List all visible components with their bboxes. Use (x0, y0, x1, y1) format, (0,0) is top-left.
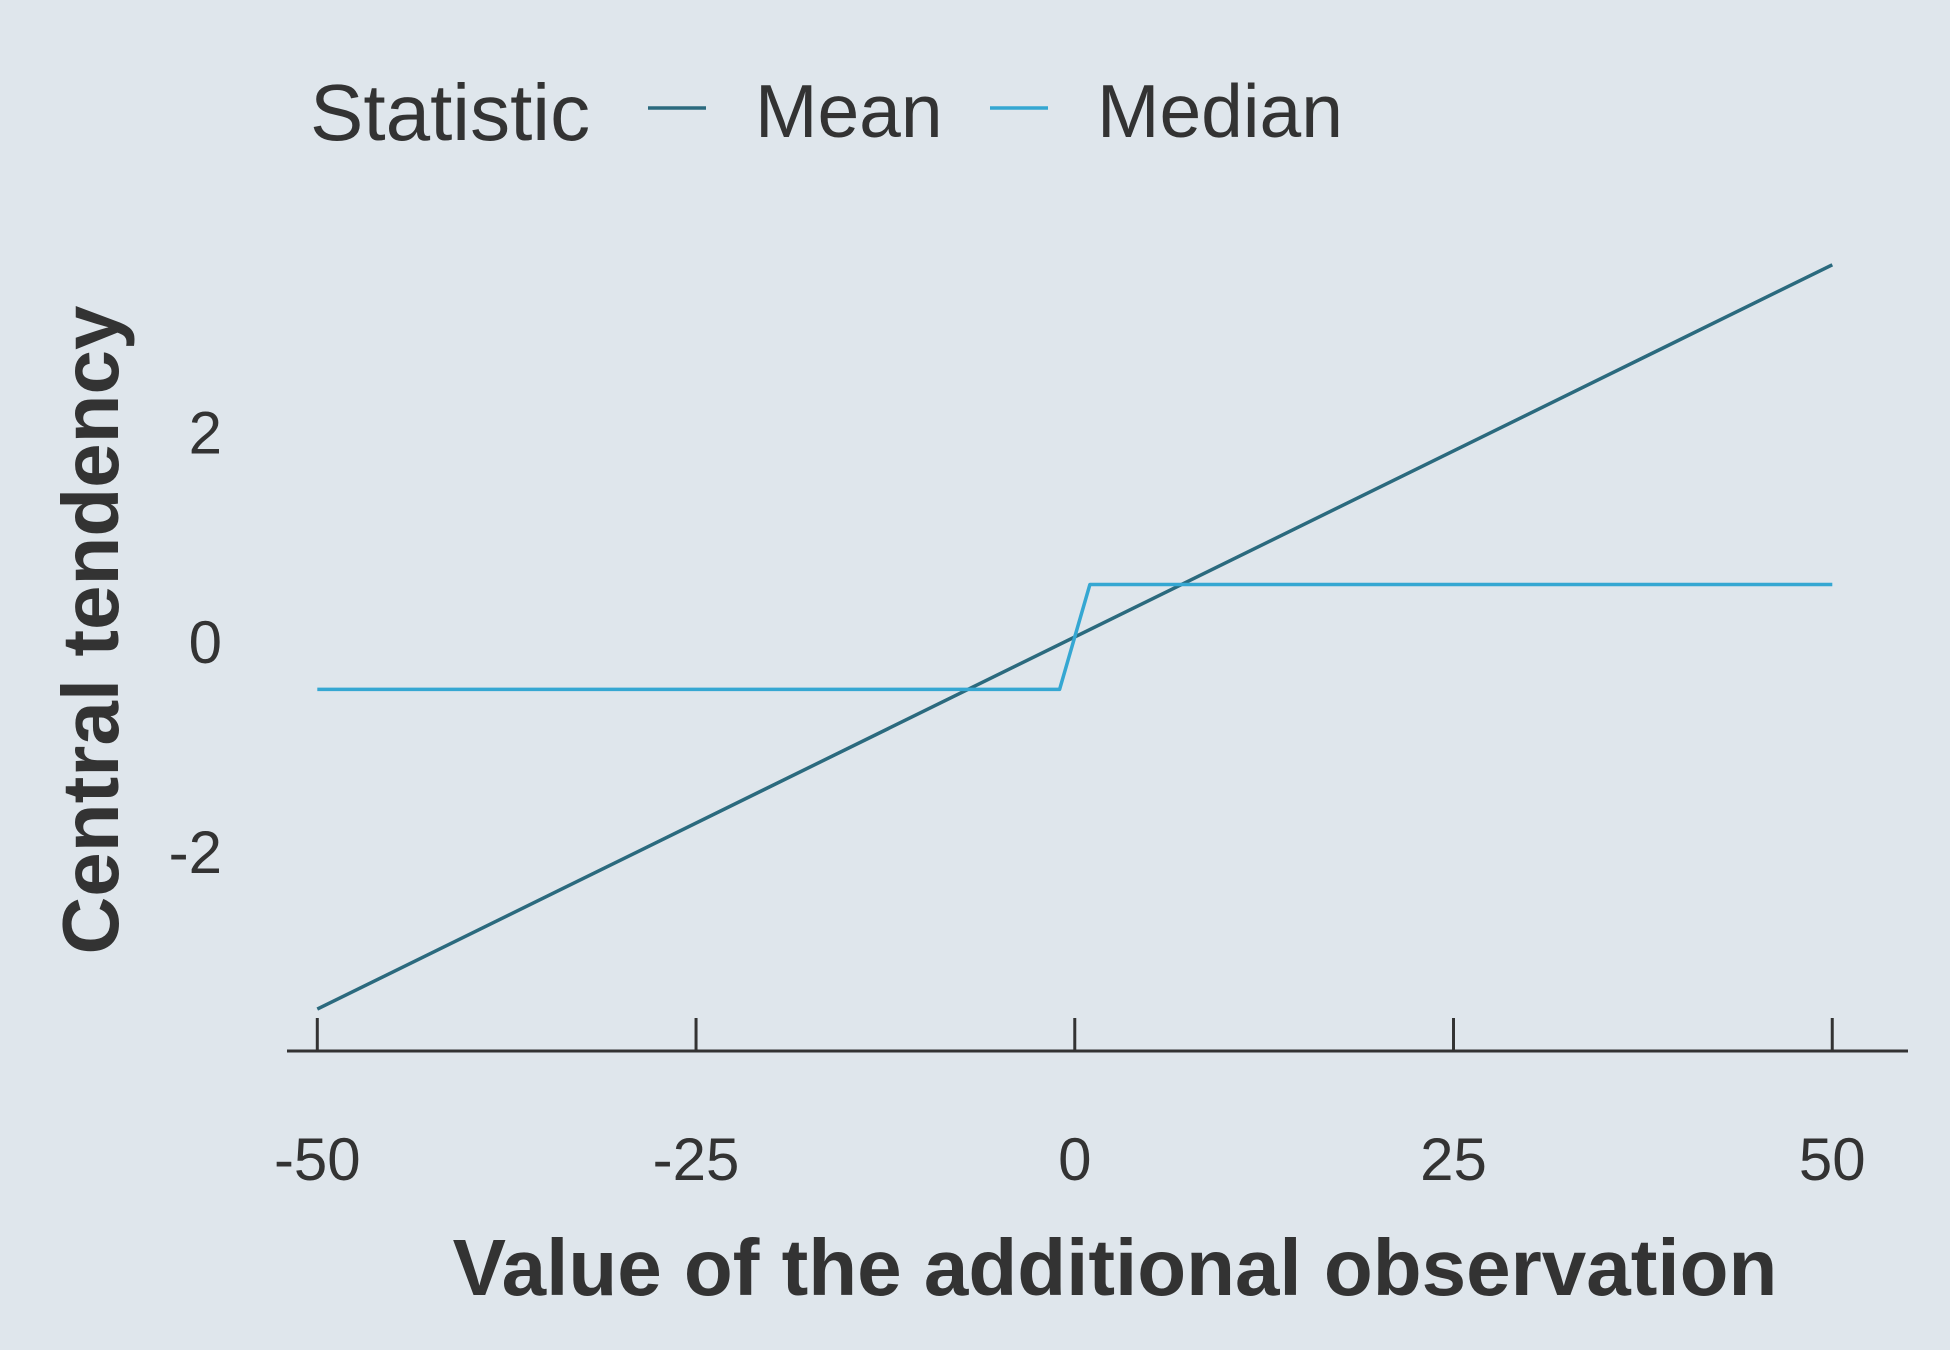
series-line-median (317, 582, 1833, 692)
x-axis: -50 -25 0 25 50 (274, 1018, 1908, 1193)
x-tick-label: 0 (1058, 1126, 1091, 1193)
legend-label-mean: Mean (755, 69, 943, 153)
x-tick-label: 50 (1799, 1126, 1866, 1193)
x-ticks: -50 -25 0 25 50 (274, 1018, 1866, 1193)
legend: Statistic Mean Median (310, 68, 1343, 157)
x-tick-label: -25 (653, 1126, 740, 1193)
x-tick-label: -50 (274, 1126, 361, 1193)
y-tick-label: 2 (189, 400, 222, 467)
y-ticks: -2 0 2 (169, 400, 222, 886)
y-axis: -2 0 2 (169, 400, 222, 886)
x-axis-title: Value of the additional observation (453, 1223, 1778, 1312)
y-tick-label: -2 (169, 819, 222, 886)
x-tick-label: 25 (1420, 1126, 1487, 1193)
y-axis-title: Central tendency (46, 305, 135, 955)
legend-label-median: Median (1097, 69, 1343, 153)
legend-items: Mean Median (648, 69, 1343, 153)
legend-title: Statistic (310, 68, 590, 157)
y-tick-label: 0 (189, 609, 222, 676)
plot-lines (316, 263, 1834, 1011)
